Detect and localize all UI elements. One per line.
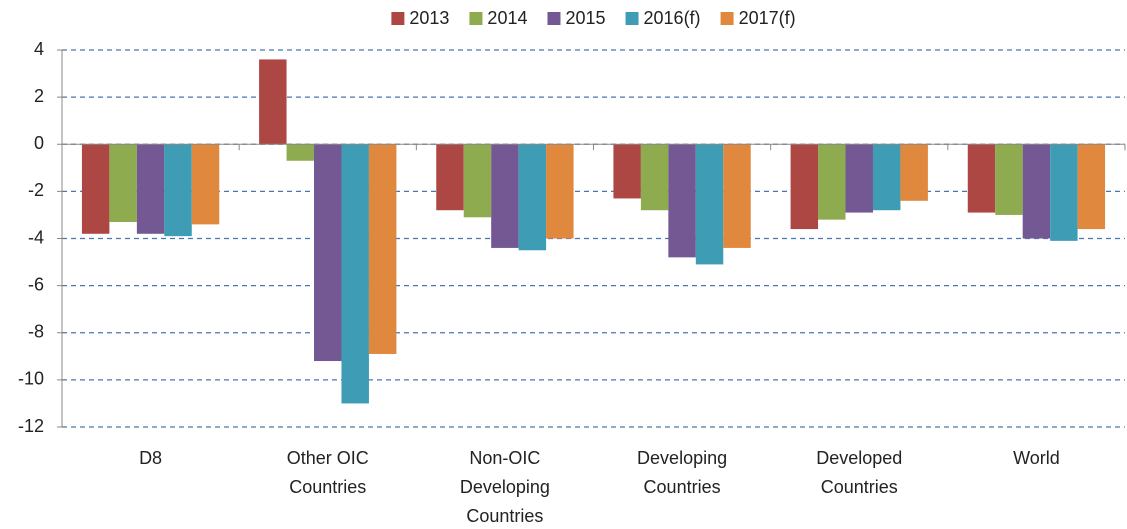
bar bbox=[695, 144, 724, 265]
bar bbox=[872, 144, 901, 211]
y-tick-label: -8 bbox=[28, 322, 44, 342]
bar bbox=[286, 144, 315, 161]
y-tick-label: 4 bbox=[34, 39, 44, 59]
bar bbox=[1022, 144, 1051, 239]
bar bbox=[518, 144, 547, 251]
bar bbox=[845, 144, 873, 213]
bar bbox=[900, 144, 928, 201]
bar bbox=[314, 144, 342, 362]
y-tick-label: -10 bbox=[18, 369, 44, 389]
x-tick-label: Developing Countries bbox=[637, 448, 727, 497]
bar bbox=[1077, 144, 1106, 230]
bar bbox=[640, 144, 669, 211]
bar bbox=[546, 144, 574, 239]
bar bbox=[164, 144, 192, 237]
bar bbox=[109, 144, 137, 223]
legend-swatch bbox=[469, 12, 483, 25]
y-tick-label: 0 bbox=[34, 133, 44, 153]
bar bbox=[995, 144, 1023, 215]
legend-label: 2013 bbox=[409, 8, 449, 28]
y-tick-label: 2 bbox=[34, 86, 44, 106]
bar bbox=[1050, 144, 1078, 241]
legend-label: 2015 bbox=[565, 8, 605, 28]
bar bbox=[491, 144, 519, 248]
x-tick-label: Developed Countries bbox=[816, 448, 902, 497]
legend-swatch bbox=[547, 12, 561, 25]
bar bbox=[967, 144, 996, 213]
bar bbox=[136, 144, 165, 234]
bar bbox=[436, 144, 464, 211]
x-tick-label: D8 bbox=[139, 448, 162, 468]
y-tick-label: -6 bbox=[28, 274, 44, 294]
bar bbox=[81, 144, 110, 234]
legend-label: 2014 bbox=[487, 8, 527, 28]
bar bbox=[790, 144, 819, 230]
x-tick-label: Non-OIC Developing Countries bbox=[460, 448, 550, 526]
bar bbox=[341, 144, 369, 404]
x-tick-label: World bbox=[1013, 448, 1060, 468]
bar bbox=[191, 144, 220, 225]
bar bbox=[463, 144, 492, 218]
bar bbox=[723, 144, 751, 248]
bar bbox=[818, 144, 846, 220]
legend-swatch bbox=[720, 12, 734, 25]
x-tick-label: Other OIC Countries bbox=[287, 448, 369, 497]
legend-label: 2017(f) bbox=[739, 8, 796, 28]
bar bbox=[613, 144, 641, 199]
bar bbox=[368, 144, 397, 354]
bar bbox=[259, 59, 287, 145]
y-tick-label: -2 bbox=[28, 180, 44, 200]
y-tick-label: -4 bbox=[28, 227, 44, 247]
y-tick-label: -12 bbox=[18, 416, 44, 436]
legend-swatch bbox=[625, 12, 639, 25]
bar bbox=[668, 144, 696, 258]
legend-label: 2016(f) bbox=[644, 8, 701, 28]
legend-swatch bbox=[391, 12, 405, 25]
legend: 2013 2014 2015 2016(f) 2017(f) bbox=[391, 8, 796, 28]
